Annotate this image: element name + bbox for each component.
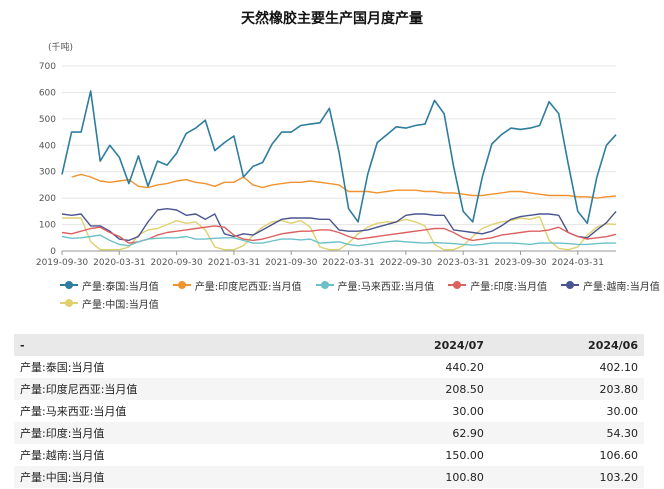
table-cell: 产量:印度:当月值 — [14, 422, 336, 444]
table-row: 产量:印度尼西亚:当月值 208.50 203.80 — [14, 378, 644, 400]
legend-swatch-vietnam — [561, 280, 579, 290]
table-cell: 103.20 — [489, 466, 644, 488]
table-row: 产量:泰国:当月值 440.20 402.10 — [14, 356, 644, 378]
x-tick-label: 2023-09-30 — [494, 258, 547, 268]
x-tick-label: 2019-09-30 — [36, 258, 89, 268]
series-line-thailand — [61, 90, 617, 225]
x-tick-label: 2021-03-31 — [208, 258, 260, 268]
y-tick-label: 300 — [39, 168, 56, 178]
x-tick-label: 2020-09-30 — [150, 258, 203, 268]
table-row: 产量:马来西亚:当月值 30.00 30.00 — [14, 400, 644, 422]
y-tick-label: 200 — [39, 194, 56, 204]
legend-item-malaysia[interactable]: 产量:马来西亚:当月值 — [315, 278, 435, 293]
legend-row-2: 产量:中国:当月值 — [60, 294, 660, 312]
legend-row-1: 产量:泰国:当月值 产量:印度尼西亚:当月值 产量:马来西亚:当月值 产量:印度… — [60, 276, 660, 294]
series-line-india — [61, 225, 617, 244]
chart-legend: 产量:泰国:当月值 产量:印度尼西亚:当月值 产量:马来西亚:当月值 产量:印度… — [60, 276, 660, 312]
table-cell: 产量:中国:当月值 — [14, 466, 336, 488]
y-tick-label: 700 — [39, 62, 56, 72]
legend-label: 产量:印度尼西亚:当月值 — [194, 281, 302, 293]
x-tick-label: 2023-03-31 — [437, 258, 489, 268]
legend-label: 产量:马来西亚:当月值 — [337, 281, 435, 293]
table-row: 产量:印度:当月值 62.90 54.30 — [14, 422, 644, 444]
table-cell: 30.00 — [606, 404, 639, 418]
table-header-cell: 2024/07 — [335, 334, 490, 356]
table-cell: 402.10 — [599, 360, 639, 374]
y-tick-label: 0 — [50, 247, 56, 257]
legend-label: 产量:中国:当月值 — [82, 299, 159, 311]
legend-item-vietnam[interactable]: 产量:越南:当月值 — [561, 278, 660, 293]
y-axis-unit-label: (千吨) — [48, 41, 73, 53]
series-line-china — [62, 215, 617, 251]
table-cell: 62.90 — [335, 422, 490, 444]
table-cell: 54.30 — [489, 422, 644, 444]
x-tick-label: 2020-03-31 — [93, 258, 145, 268]
x-tick-label: 2021-09-30 — [265, 258, 318, 268]
table-cell: 150.00 — [445, 448, 484, 462]
legend-item-china[interactable]: 产量:中国:当月值 — [60, 296, 159, 311]
legend-item-indonesia[interactable]: 产量:印度尼西亚:当月值 — [172, 278, 302, 293]
table-cell: 440.20 — [445, 360, 484, 374]
legend-swatch-india — [448, 280, 467, 290]
legend-label: 产量:泰国:当月值 — [82, 281, 159, 293]
legend-swatch-china — [60, 298, 78, 308]
legend-label: 产量:印度:当月值 — [470, 281, 547, 293]
data-table: - 2024/07 2024/06 产量:泰国:当月值 440.20 402.1… — [14, 334, 644, 488]
table-header-row: - 2024/07 2024/06 — [14, 334, 644, 356]
legend-swatch-indonesia — [172, 280, 191, 290]
legend-item-india[interactable]: 产量:印度:当月值 — [448, 278, 547, 293]
series-line-indonesia — [71, 173, 617, 199]
y-axis: 0 100 200 300 400 500 600 700 — [39, 62, 56, 257]
table-cell: 产量:印度尼西亚:当月值 — [14, 378, 336, 400]
table-header-cell: - — [14, 334, 336, 356]
table-cell: 100.80 — [335, 466, 490, 488]
legend-item-thailand[interactable]: 产量:泰国:当月值 — [60, 278, 159, 293]
legend-swatch-malaysia — [315, 280, 334, 290]
legend-label: 产量:越南:当月值 — [583, 281, 660, 293]
y-tick-label: 600 — [39, 88, 56, 98]
table-header-cell: 2024/06 — [489, 334, 644, 356]
y-tick-label: 400 — [39, 141, 56, 151]
x-tick-label: 2022-09-30 — [380, 258, 433, 268]
table-row: 产量:中国:当月值 100.80 103.20 — [14, 466, 644, 488]
series-line-vietnam — [61, 207, 617, 242]
x-tick-label: 2022-03-31 — [322, 258, 374, 268]
grid-lines — [62, 65, 616, 252]
x-tick-label: 2024-03-31 — [552, 258, 604, 268]
table-cell: 30.00 — [452, 404, 484, 418]
y-tick-label: 100 — [39, 221, 56, 231]
series-line-malaysia — [61, 234, 616, 247]
chart-title: 天然橡胶主要生产国月度产量 — [241, 11, 423, 27]
y-tick-label: 500 — [39, 115, 56, 125]
table-cell: 产量:泰国:当月值 — [20, 361, 105, 374]
table-cell: 产量:越南:当月值 — [20, 449, 105, 462]
table-row: 产量:越南:当月值 150.00 106.60 — [14, 444, 644, 466]
table-cell: 203.80 — [489, 378, 644, 400]
table-cell: 208.50 — [335, 378, 490, 400]
series-lines — [61, 90, 617, 251]
table-cell: 106.60 — [599, 448, 639, 462]
x-axis: 2019-09-30 2020-03-31 2020-09-30 2021-03-31… — [36, 250, 616, 268]
legend-swatch-thailand — [60, 280, 78, 290]
table-cell: 产量:马来西亚:当月值 — [20, 405, 127, 418]
